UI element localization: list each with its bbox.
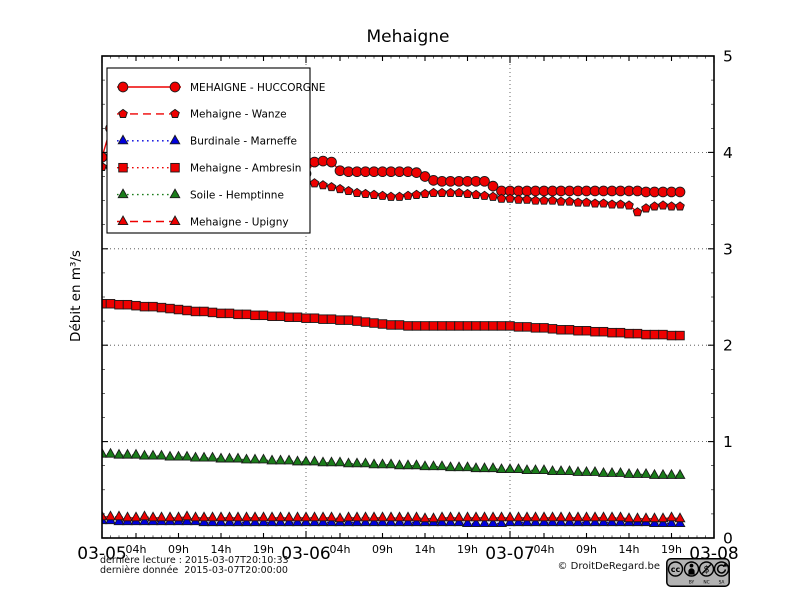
series-markers-4 — [102, 447, 686, 479]
x-tick-label-hour: 19h — [457, 543, 478, 556]
y-tick-label: 2 — [723, 337, 733, 355]
by-icon — [683, 561, 700, 577]
legend-entry-3: Mehaigne - Ambresin — [117, 163, 301, 175]
y-tick-label: 4 — [723, 144, 733, 162]
legend-entry-5: Mehaigne - Upigny — [117, 215, 289, 228]
legend-entry-2: Burdinale - Marneffe — [117, 134, 297, 148]
x-tick-label-hour: 09h — [576, 543, 597, 556]
sa-label: SA — [719, 580, 725, 586]
legend-label: Mehaigne - Ambresin — [190, 163, 301, 175]
cc-license-badge: cc $ BY NC SA — [666, 558, 730, 587]
y-tick-label: 0 — [723, 530, 733, 548]
chart-title: Mehaigne — [366, 27, 450, 47]
x-tick-label-hour: 19h — [253, 543, 274, 556]
last-reading-text: dernière lecture : 2015-03-07T20:10:33 — [100, 555, 289, 566]
x-tick-label-hour: 09h — [168, 543, 189, 556]
legend-entry-1: Mehaigne - Wanze — [117, 109, 287, 121]
legend: MEHAIGNE - HUCCORGNE Mehaigne - Wanze Burd… — [106, 67, 325, 234]
legend-entry-4: Soile - Hemptinne — [117, 188, 284, 201]
nc-label: NC — [703, 580, 709, 586]
nc-icon: $ — [698, 561, 715, 577]
y-tick-label: 1 — [723, 433, 733, 451]
x-tick-label-hour: 14h — [415, 543, 436, 556]
cc-icon: cc — [667, 561, 684, 577]
x-tick-label-hour: 14h — [211, 543, 232, 556]
x-tick-label-hour: 04h — [534, 543, 555, 556]
x-tick-label-hour: 14h — [619, 543, 640, 556]
legend-entry-0: MEHAIGNE - HUCCORGNE — [117, 81, 325, 94]
legend-box — [106, 67, 311, 234]
legend-label: Soile - Hemptinne — [190, 189, 284, 201]
last-data-text: dernière donnée 2015-03-07T20:00:00 — [100, 565, 288, 576]
x-tick-label-day: 03-06 — [281, 544, 330, 564]
copyright-text: © DroitDeRegard.be — [557, 561, 660, 572]
x-tick-label-day: 03-07 — [485, 544, 534, 564]
x-tick-label-day: 03-05 — [77, 544, 126, 564]
by-label: BY — [689, 580, 695, 586]
y-axis-label: Débit en m³/s — [68, 250, 84, 342]
legend-label: MEHAIGNE - HUCCORGNE — [190, 82, 325, 94]
legend-label: Mehaigne - Upigny — [190, 216, 289, 228]
y-tick-label: 3 — [723, 240, 733, 258]
x-tick-label-hour: 19h — [661, 543, 682, 556]
series-markers-2 — [102, 514, 686, 528]
series-markers-5 — [102, 510, 686, 523]
series-markers-3 — [102, 299, 685, 341]
x-tick-label-hour: 09h — [372, 543, 393, 556]
svg-text:cc: cc — [671, 565, 681, 574]
x-tick-label-hour: 04h — [330, 543, 351, 556]
legend-label: Burdinale - Marneffe — [190, 136, 297, 148]
sa-icon — [713, 561, 730, 577]
legend-label: Mehaigne - Wanze — [190, 109, 287, 121]
y-tick-label: 5 — [723, 48, 733, 66]
x-tick-label-hour: 04h — [126, 543, 147, 556]
